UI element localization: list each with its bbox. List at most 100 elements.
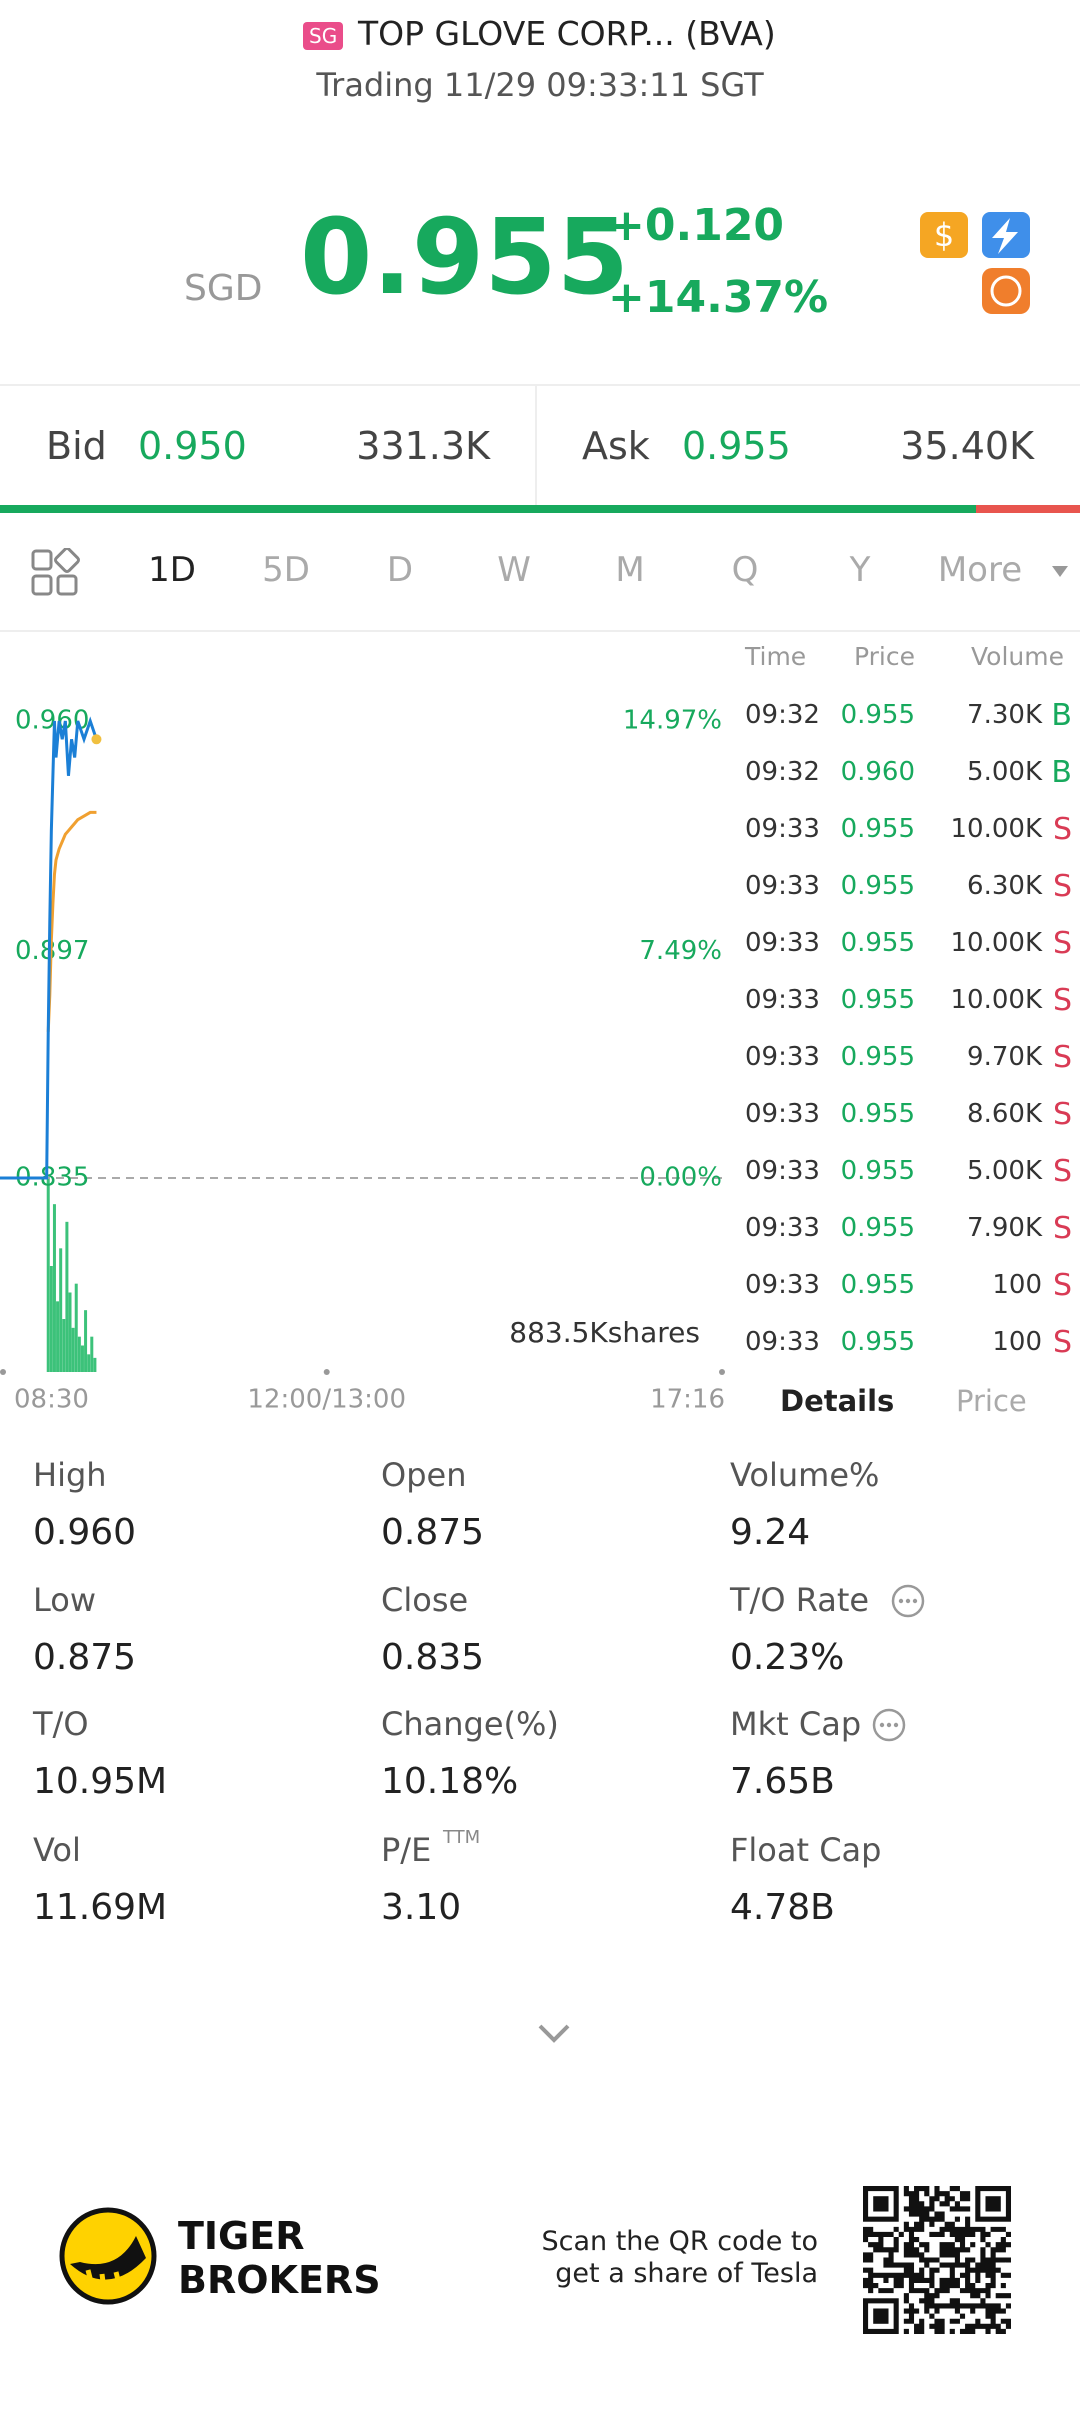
trade-volume: 7.30K <box>967 700 1042 730</box>
trade-time: 09:33 <box>745 871 820 901</box>
pct-tick-label: 14.97% <box>623 706 722 736</box>
volume-bar <box>56 1301 60 1372</box>
stat-value: 9.24 <box>730 1512 811 1553</box>
divider <box>535 386 537 506</box>
trade-price: 0.960 <box>840 757 915 787</box>
trade-time: 09:33 <box>745 1099 820 1129</box>
stat-label: Change(%) <box>381 1705 559 1743</box>
trade-volume: 9.70K <box>967 1042 1042 1072</box>
x-tick-label: 17:16 <box>650 1385 725 1413</box>
qr-modules <box>863 2186 1011 2334</box>
trade-price: 0.955 <box>840 1327 915 1357</box>
detail-tab[interactable]: Details <box>780 1384 895 1418</box>
trade-side: S <box>1052 983 1072 1018</box>
trade-side: S <box>1052 869 1072 904</box>
trade-side: S <box>1052 1097 1072 1132</box>
last-price-dot <box>91 734 102 745</box>
divider <box>0 384 1080 386</box>
stat-value: 10.18% <box>381 1761 519 1802</box>
ask-label: Ask <box>582 424 650 468</box>
volume-bar <box>80 1345 84 1372</box>
qr-finder <box>863 2298 899 2334</box>
trade-volume: 6.30K <box>967 871 1042 901</box>
bid-label: Bid <box>46 424 107 468</box>
trade-side: S <box>1052 926 1072 961</box>
feature-icons[interactable]: $ <box>918 208 1030 320</box>
trade-time: 09:33 <box>745 1327 820 1357</box>
stat-value: 3.10 <box>381 1887 462 1928</box>
pct-tick-label: 0.00% <box>639 1163 722 1193</box>
other-glyph <box>990 275 1022 307</box>
period-tab[interactable]: 5D <box>262 550 310 590</box>
trade-volume: 100 <box>992 1327 1042 1357</box>
intraday-chart: 0.960 14.97%0.897 7.49%0.835 0.00%883.5Ksha… <box>0 706 725 1413</box>
trade-price: 0.955 <box>840 985 915 1015</box>
price-change: +0.120 <box>608 200 785 251</box>
trade-price: 0.955 <box>840 928 915 958</box>
trade-volume: 100 <box>992 1270 1042 1300</box>
ask-price: 0.955 <box>682 424 791 468</box>
trade-volume: 10.00K <box>950 985 1042 1015</box>
market-badge: SG <box>303 22 344 50</box>
stat-label: Float Cap <box>730 1831 882 1869</box>
qr-code[interactable] <box>863 2186 1011 2334</box>
trade-side: S <box>1052 1211 1072 1246</box>
volume-bar <box>84 1310 88 1372</box>
stat-label: High <box>33 1456 107 1494</box>
other-icon[interactable] <box>982 268 1030 314</box>
stock-title: TOP GLOVE CORP... (BVA) <box>358 14 776 53</box>
bid-ask-bar <box>976 505 1080 513</box>
volume-bar <box>90 1336 94 1372</box>
x-tick-label: 08:30 <box>14 1385 89 1413</box>
fast-glyph <box>992 218 1018 254</box>
stat-label: P/E <box>381 1831 432 1869</box>
price-change-pct: +14.37% <box>608 272 829 323</box>
period-tab[interactable]: 1D <box>148 550 196 590</box>
info-icon[interactable] <box>871 1707 907 1743</box>
period-tab[interactable]: Q <box>731 550 759 590</box>
brand-line: TIGER <box>178 2214 305 2258</box>
period-tab[interactable]: Y <box>849 550 871 590</box>
stat-value: 11.69M <box>33 1887 168 1928</box>
stat-value: 0.875 <box>381 1512 485 1553</box>
trade-volume: 5.00K <box>967 757 1042 787</box>
more-caret[interactable] <box>1050 564 1070 580</box>
trade-volume: 10.00K <box>950 814 1042 844</box>
trade-volume: 5.00K <box>967 1156 1042 1186</box>
period-tab[interactable]: W <box>497 550 531 590</box>
dividend-icon[interactable] <box>920 212 968 258</box>
trade-side: S <box>1052 1154 1072 1189</box>
trade-time: 09:33 <box>745 1213 820 1243</box>
volume-bar <box>62 1319 66 1372</box>
promo-line: get a share of Tesla <box>555 2258 818 2289</box>
stat-value: 0.23% <box>730 1637 845 1678</box>
qr-finder <box>975 2186 1011 2222</box>
trade-price: 0.955 <box>840 700 915 730</box>
volume-bar <box>74 1283 78 1372</box>
stat-label: Close <box>381 1581 469 1619</box>
period-tab[interactable]: D <box>386 550 414 590</box>
volume-bar <box>93 1357 97 1372</box>
qr-finder <box>863 2186 899 2222</box>
stat-label-sup: TTM <box>443 1827 481 1848</box>
stat-label: T/O Rate <box>730 1581 870 1619</box>
trade-time: 09:32 <box>745 700 820 730</box>
period-tab[interactable]: More <box>937 550 1023 590</box>
trade-time: 09:33 <box>745 814 820 844</box>
layout-toggle[interactable] <box>30 548 80 598</box>
expand-chevron[interactable] <box>536 2022 572 2046</box>
stat-label: Open <box>381 1456 467 1494</box>
brand-line: BROKERS <box>178 2258 381 2302</box>
info-icon[interactable] <box>890 1583 926 1619</box>
stat-value: 4.78B <box>730 1887 835 1928</box>
trade-time: 09:33 <box>745 1270 820 1300</box>
currency: SGD <box>184 268 263 309</box>
period-tab[interactable]: M <box>615 550 645 590</box>
x-tick <box>323 1369 330 1375</box>
trade-side: S <box>1052 1040 1072 1075</box>
pct-tick-label: 7.49% <box>639 936 722 966</box>
detail-tab[interactable]: Price <box>956 1384 1027 1418</box>
trade-side: B <box>1051 755 1072 790</box>
